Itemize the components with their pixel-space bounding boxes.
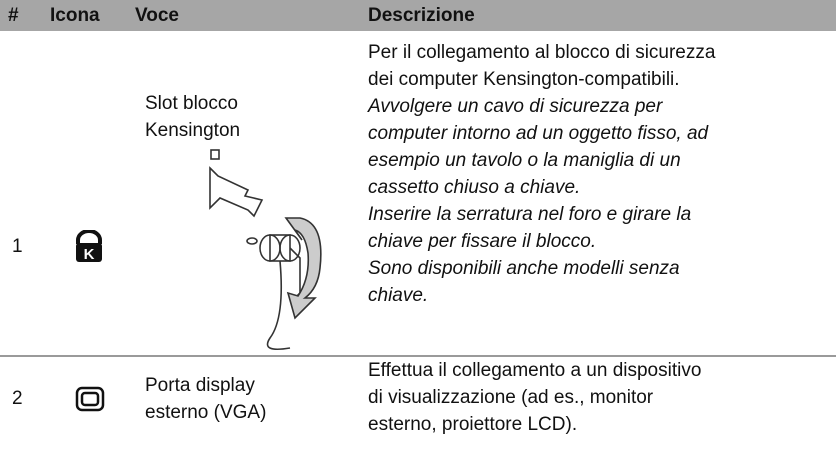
note-line: Avvolgere un cavo di sicurezza per xyxy=(368,96,663,117)
svg-text:K: K xyxy=(84,246,95,263)
row-separator xyxy=(0,355,836,357)
description-line: Effettua il collegamento a un dispositiv… xyxy=(368,360,702,381)
note-line: cassetto chiuso a chiave. xyxy=(368,177,581,198)
header-cell: Descrizione xyxy=(368,5,475,26)
note-line: chiave per fissare il blocco. xyxy=(368,231,597,252)
item-line: Kensington xyxy=(145,120,241,141)
description-line: dei computer Kensington-compatibili. xyxy=(368,69,680,90)
row-number: 1 xyxy=(12,236,23,257)
header-cell: # xyxy=(8,5,19,26)
vga-icon xyxy=(75,386,105,412)
note-line: Inserire la serratura nel foro e girare … xyxy=(368,204,692,225)
note-line: computer intorno ad un oggetto fisso, ad xyxy=(368,123,709,144)
header-bar xyxy=(0,0,836,31)
item-line: esterno (VGA) xyxy=(145,402,267,423)
description-line: di visualizzazione (ad es., monitor xyxy=(368,387,654,408)
kensington-illustration xyxy=(209,149,322,351)
description-line: Per il collegamento al blocco di sicurez… xyxy=(368,42,716,63)
note-line: esempio un tavolo o la maniglia di un xyxy=(368,150,681,171)
note-line: Sono disponibili anche modelli senza xyxy=(368,258,680,279)
description-line: esterno, proiettore LCD). xyxy=(368,414,578,435)
lock-icon: K xyxy=(76,230,102,263)
header-cell: Icona xyxy=(50,5,100,26)
item-line: Slot blocco xyxy=(145,93,238,114)
note-line: chiave. xyxy=(368,285,429,306)
item-line: Porta display xyxy=(145,375,255,396)
row-number: 2 xyxy=(12,388,23,409)
header-cell: Voce xyxy=(135,5,180,26)
